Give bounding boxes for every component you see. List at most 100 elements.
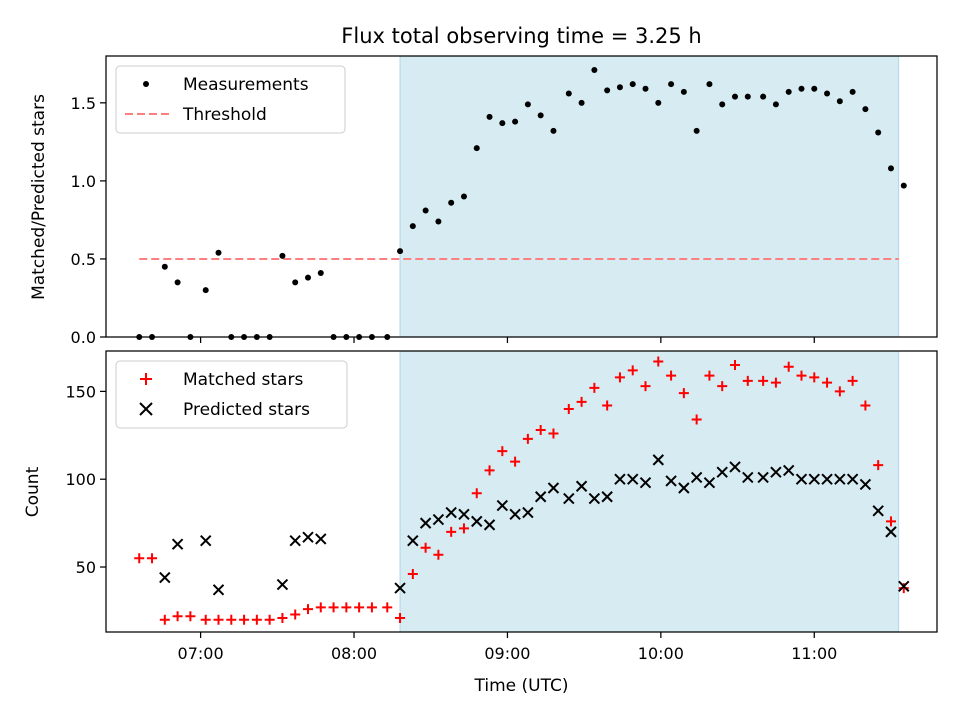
x-tick-label: 09:00 — [484, 644, 530, 663]
data-point — [834, 473, 846, 485]
data-point — [859, 478, 872, 491]
data-point — [601, 491, 613, 503]
data-point — [642, 85, 649, 92]
data-point — [435, 218, 442, 225]
data-point — [499, 120, 506, 127]
data-point — [200, 534, 212, 547]
data-point — [898, 583, 909, 594]
data-point — [537, 112, 544, 119]
data-point — [422, 207, 429, 214]
data-point — [215, 249, 222, 256]
data-point — [834, 386, 845, 397]
data-point — [811, 85, 818, 92]
data-point — [458, 523, 469, 534]
data-point — [315, 602, 326, 613]
data-point — [448, 199, 455, 206]
data-point — [292, 279, 299, 286]
data-point — [836, 98, 843, 105]
bottom-series-1 — [159, 454, 910, 596]
data-point — [409, 223, 416, 230]
x-tick-label: 08:00 — [331, 644, 377, 663]
data-point — [433, 549, 444, 560]
data-point — [548, 428, 559, 439]
data-point — [729, 461, 741, 473]
data-point — [147, 553, 158, 564]
data-point — [716, 466, 728, 478]
data-point — [264, 614, 275, 625]
bottom-panel: 50 100 150 07:00 08:00 09:00 10:00 11:00 Matched… — [65, 350, 938, 663]
data-point — [578, 99, 585, 106]
data-point — [276, 578, 289, 591]
legend-label: Predicted stars — [183, 400, 310, 420]
legend-label: Measurements — [183, 75, 309, 95]
data-point — [200, 614, 211, 625]
data-point — [473, 145, 480, 152]
data-point — [602, 400, 613, 411]
data-point — [565, 90, 572, 97]
bottom-series-0 — [134, 356, 909, 625]
data-point — [317, 269, 324, 276]
data-point — [873, 460, 884, 471]
data-point — [328, 602, 339, 613]
data-point — [719, 101, 726, 108]
data-point — [742, 471, 754, 484]
data-point — [690, 471, 703, 484]
bottom-plot-frame — [105, 350, 938, 633]
data-point — [875, 129, 882, 136]
data-point — [172, 611, 183, 622]
data-point — [446, 526, 457, 537]
y-tick-label: 1.0 — [71, 172, 96, 191]
data-point — [471, 515, 483, 528]
data-point — [407, 569, 418, 580]
data-point — [785, 88, 792, 95]
data-point — [862, 106, 869, 113]
data-point — [512, 118, 519, 125]
data-point — [783, 361, 794, 372]
data-point — [407, 534, 419, 547]
data-point — [471, 488, 482, 499]
data-point — [290, 609, 301, 620]
bottom-legend — [115, 360, 348, 429]
legend-marker — [143, 81, 149, 87]
data-point — [534, 491, 547, 503]
data-point — [821, 473, 833, 485]
y-tick-label: 150 — [65, 382, 96, 401]
data-point — [744, 93, 751, 100]
data-point — [887, 165, 894, 172]
data-point — [668, 81, 675, 88]
data-point — [277, 612, 288, 623]
data-point — [588, 492, 601, 505]
data-point — [497, 446, 508, 457]
data-point — [563, 492, 575, 505]
data-point — [279, 252, 286, 259]
bottom-y-axis-label: Count — [23, 466, 43, 517]
x-tick-label: 07:00 — [178, 644, 224, 663]
data-point — [796, 370, 807, 381]
data-point — [653, 356, 664, 367]
data-point — [732, 93, 739, 100]
data-point — [159, 614, 170, 625]
data-point — [770, 466, 782, 478]
data-point — [171, 538, 184, 550]
legend-marker — [139, 402, 153, 416]
data-point — [397, 248, 404, 255]
top-plot-frame — [105, 55, 938, 338]
top-y-axis-label: Matched/Predicted stars — [29, 94, 49, 300]
data-point — [496, 499, 509, 512]
top-panel: 0.0 0.5 1.0 1.5 Measurements Threshold — [71, 55, 938, 347]
data-point — [510, 456, 521, 467]
data-point — [860, 400, 871, 411]
data-point — [772, 101, 779, 108]
data-point — [742, 375, 753, 386]
data-point — [212, 584, 225, 596]
data-point — [460, 193, 467, 200]
data-point — [846, 473, 859, 485]
data-point — [760, 93, 767, 100]
data-point — [885, 516, 896, 527]
data-point — [302, 531, 314, 543]
data-point — [589, 382, 600, 393]
data-point — [872, 505, 884, 517]
data-point — [185, 611, 196, 622]
data-point — [419, 517, 432, 529]
